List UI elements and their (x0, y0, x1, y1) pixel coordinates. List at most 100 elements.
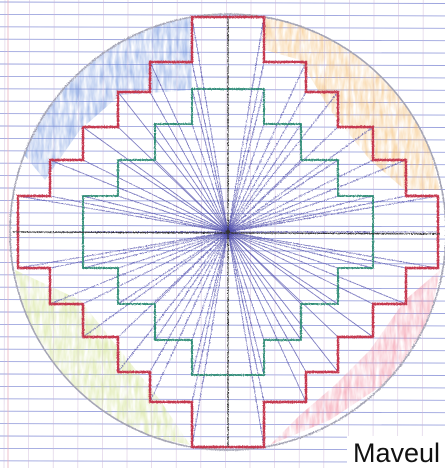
ray-line (17, 231, 229, 269)
ray-line (227, 231, 407, 269)
ray-line (227, 231, 265, 448)
ruling-line (0, 162, 445, 166)
ray-line (191, 231, 229, 341)
ray-line (227, 231, 307, 403)
ray-line (227, 123, 302, 233)
ruling-line (0, 410, 445, 414)
ruling-line (0, 237, 445, 240)
ray-line (227, 91, 339, 233)
ray-line (227, 231, 302, 341)
ray-line (227, 231, 302, 305)
ruling-line (249, 0, 252, 468)
ray-line (82, 231, 229, 269)
ray-line (227, 126, 374, 233)
ray-line (117, 231, 229, 338)
ray-line (82, 159, 229, 233)
ruling-line (274, 0, 276, 468)
ruling-line (200, 0, 203, 468)
ray-line (82, 195, 229, 233)
pencil-wash (270, 270, 440, 445)
ray-line (117, 231, 229, 305)
ray-line (227, 195, 407, 233)
ray-line (227, 231, 307, 373)
ray-line (82, 231, 229, 305)
ray-line (227, 126, 339, 233)
center-point (225, 229, 231, 235)
ray-line (117, 159, 229, 233)
ray-line (117, 231, 229, 269)
outer-circle (9, 13, 445, 451)
ruling-line (3, 0, 6, 468)
ray-line (227, 231, 374, 338)
ruling-line (0, 212, 445, 215)
pencil-wash (265, 14, 440, 190)
ruling-line (0, 286, 445, 290)
ray-line (117, 195, 229, 233)
ray-line (154, 159, 229, 233)
radial-rays (17, 16, 439, 448)
ray-line (227, 231, 265, 341)
ray-line (49, 231, 229, 269)
ray-line (227, 231, 265, 376)
artist-signature: Maveul (346, 436, 445, 468)
ray-line (227, 61, 307, 233)
ray-line (227, 231, 439, 269)
ray-line (117, 91, 229, 233)
ray-line (227, 159, 374, 233)
ruling-line (52, 0, 55, 468)
ray-line (191, 123, 229, 233)
ray-line (191, 231, 229, 376)
ray-line (82, 126, 229, 233)
ray-line (227, 159, 407, 233)
ray-line (191, 88, 229, 233)
ray-line (49, 231, 229, 305)
ray-line (227, 159, 302, 233)
ray-line (227, 195, 374, 233)
ray-line (191, 16, 229, 233)
ruling-line (0, 63, 445, 66)
ray-line (227, 61, 265, 233)
ray-line (227, 195, 439, 233)
colored-pencil-washes (15, 14, 440, 445)
ray-line (154, 123, 229, 233)
ray-line (227, 123, 265, 233)
ruling-line (0, 38, 445, 42)
ruling-line (0, 249, 445, 252)
ruling-line (0, 175, 445, 178)
ray-line (227, 231, 339, 338)
ray-line (117, 231, 229, 373)
ruling-line (0, 274, 445, 277)
ray-line (49, 159, 229, 233)
ray-line (154, 231, 229, 305)
ray-line (227, 16, 265, 233)
ray-line (227, 231, 407, 305)
ray-line (154, 231, 229, 341)
ray-line (49, 195, 229, 233)
ray-line (227, 231, 339, 373)
ray-line (82, 231, 229, 338)
ray-line (227, 231, 339, 269)
ruling-line (0, 26, 445, 29)
ray-line (191, 231, 229, 448)
center-axis-lines (12, 17, 441, 447)
ruling-line (0, 398, 445, 401)
ray-line (149, 231, 229, 403)
ray-line (227, 231, 374, 305)
ray-line (117, 126, 229, 233)
pencil-wash (20, 14, 192, 180)
ruling-line (0, 13, 445, 17)
ray-line (227, 231, 374, 269)
ray-line (227, 231, 339, 305)
ruling-line (0, 187, 445, 190)
pencil-wash (15, 270, 190, 445)
ray-line (149, 91, 229, 233)
ray-line (17, 195, 229, 233)
ruling-line (0, 224, 445, 228)
ray-line (149, 61, 229, 233)
ray-line (227, 88, 265, 233)
ruling-line (0, 1, 445, 4)
ruling-line (28, 0, 30, 468)
ray-line (227, 231, 265, 403)
ruling-line (298, 0, 301, 468)
